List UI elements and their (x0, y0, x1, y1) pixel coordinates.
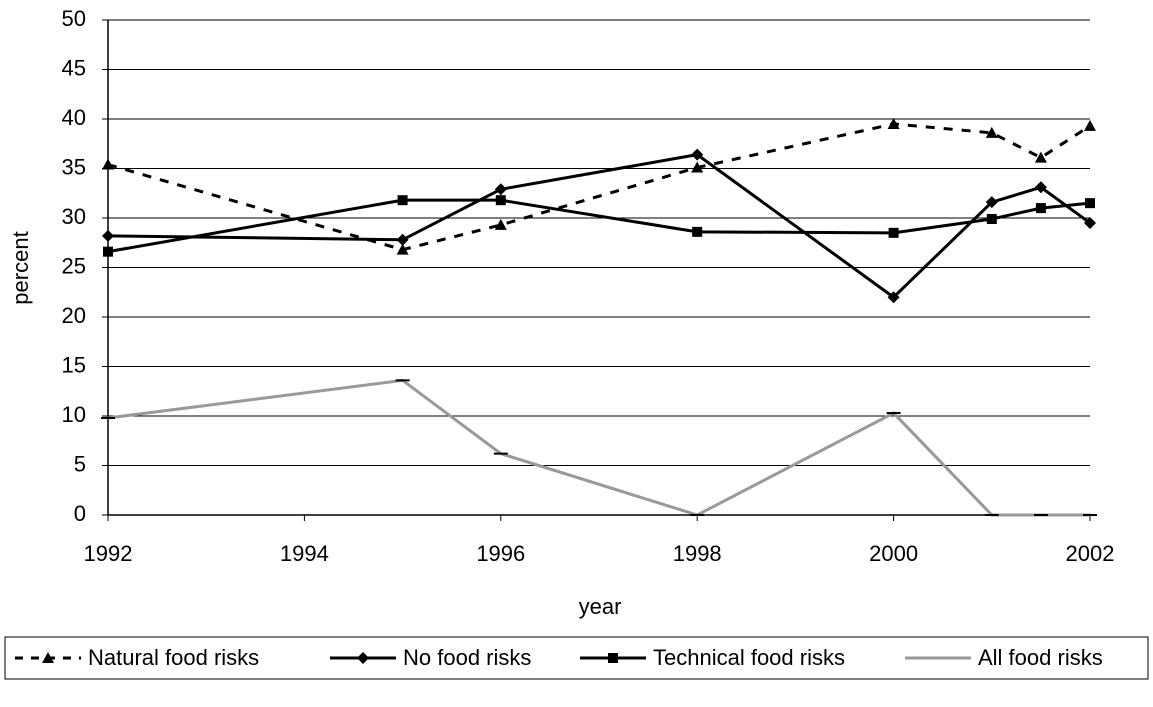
y-axis-label: percent (8, 231, 33, 304)
legend-marker (357, 652, 369, 664)
data-point (692, 226, 703, 237)
data-point (396, 243, 409, 255)
series-line (107, 378, 1090, 517)
data-point (103, 246, 113, 257)
x-tick-label: 2002 (1066, 541, 1115, 566)
data-point (1084, 216, 1096, 229)
data-point (102, 229, 114, 242)
data-point (1034, 151, 1047, 163)
y-tick-label: 10 (62, 402, 86, 427)
data-point (985, 126, 998, 138)
data-point (985, 196, 998, 209)
data-point (691, 148, 704, 161)
data-point (102, 158, 114, 170)
data-point (397, 195, 408, 206)
y-tick-label: 20 (62, 303, 86, 328)
data-point (494, 218, 507, 230)
data-point (887, 291, 900, 304)
data-point (887, 117, 900, 129)
data-point (986, 213, 997, 224)
series-line (107, 122, 1091, 252)
data-point (691, 161, 704, 173)
legend-label: Natural food risks (88, 645, 259, 670)
y-tick-label: 15 (62, 352, 86, 377)
y-tick-label: 5 (74, 451, 86, 476)
x-tick-label: 1994 (280, 541, 329, 566)
legend-box (4, 636, 1149, 680)
data-point (494, 183, 507, 196)
data-point (888, 227, 899, 238)
x-tick-label: 1992 (84, 541, 133, 566)
y-tick-label: 50 (62, 6, 86, 31)
y-tick-label: 40 (62, 105, 86, 130)
data-point (396, 233, 409, 246)
x-tick-label: 1996 (476, 541, 525, 566)
x-axis-label: year (579, 594, 622, 619)
y-tick-label: 45 (62, 55, 86, 80)
legend-label: Technical food risks (653, 645, 845, 670)
y-tick-label: 25 (62, 253, 86, 278)
series-line (107, 153, 1091, 300)
y-tick-label: 0 (74, 501, 86, 526)
data-point (1084, 119, 1096, 131)
y-tick-label: 30 (62, 204, 86, 229)
data-point (495, 195, 506, 206)
data-point (1035, 203, 1046, 214)
legend-marker (608, 653, 618, 663)
series-line (107, 198, 1091, 254)
x-tick-label: 2000 (869, 541, 918, 566)
legend-marker (42, 652, 54, 663)
legend-label: No food risks (403, 645, 531, 670)
x-tick-label: 1998 (673, 541, 722, 566)
y-tick-label: 35 (62, 154, 86, 179)
data-point (1085, 198, 1095, 209)
legend-label: All food risks (978, 645, 1103, 670)
data-point (1034, 181, 1047, 194)
